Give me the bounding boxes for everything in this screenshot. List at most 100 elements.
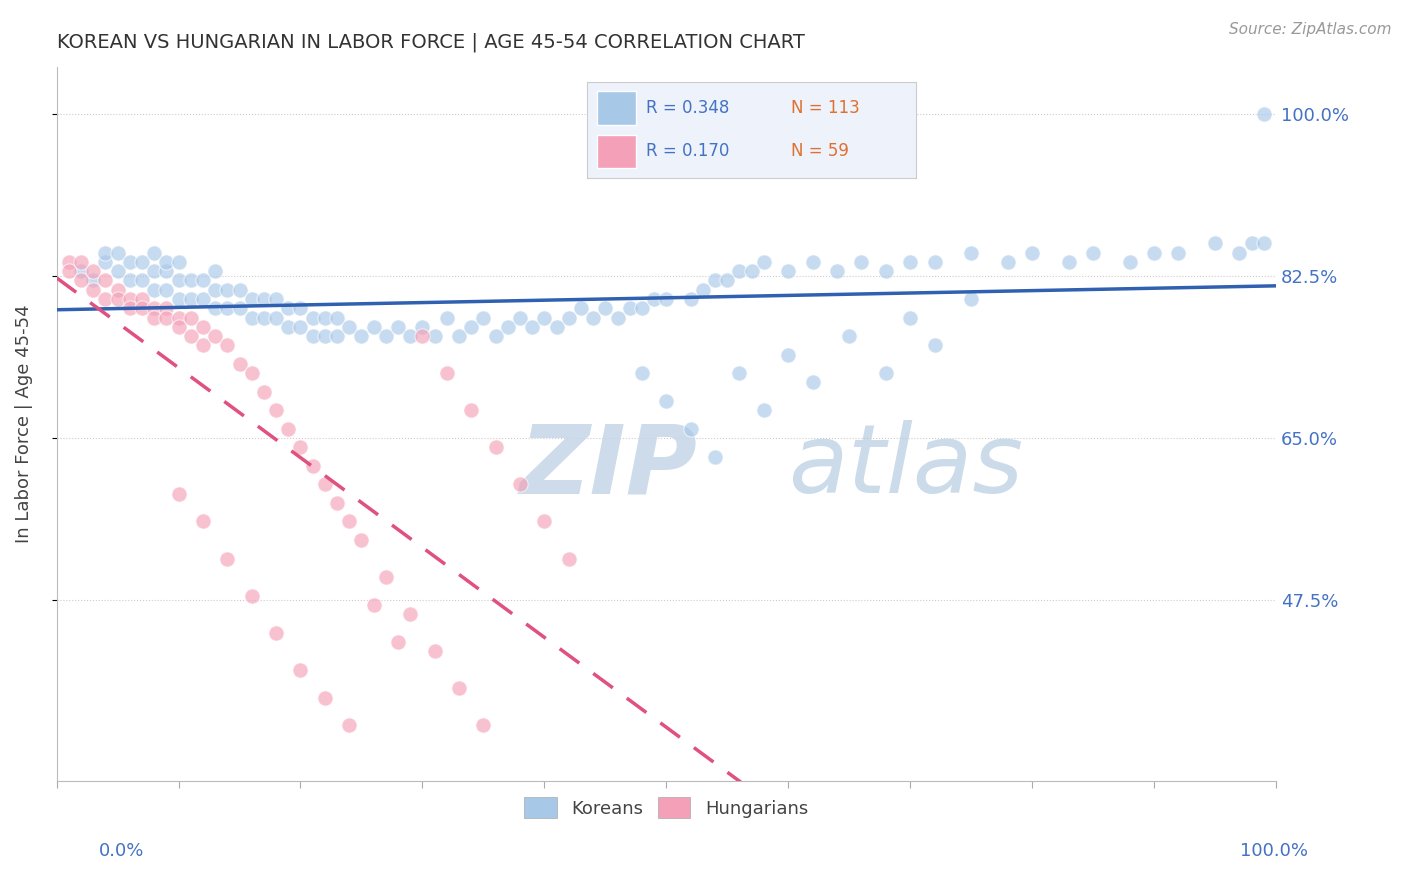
Point [509,310,531,325]
Point [752,255,775,269]
Point [107,245,129,260]
Point [290,319,312,334]
Point [631,301,654,316]
Point [363,598,385,612]
Point [350,533,373,547]
Point [143,310,166,325]
Point [167,292,190,306]
Point [94,273,117,287]
Point [411,319,433,334]
Text: 0.0%: 0.0% [98,842,143,860]
Point [436,366,458,380]
Point [337,515,360,529]
Point [326,329,349,343]
Point [960,245,983,260]
Point [533,515,555,529]
Point [204,283,226,297]
Point [301,310,323,325]
Point [167,255,190,269]
Point [898,255,921,269]
Point [411,329,433,343]
Point [399,607,422,622]
Point [460,319,482,334]
Point [167,310,190,325]
Text: KOREAN VS HUNGARIAN IN LABOR FORCE | AGE 45-54 CORRELATION CHART: KOREAN VS HUNGARIAN IN LABOR FORCE | AGE… [56,33,804,53]
Point [301,458,323,473]
Point [155,264,177,278]
Point [143,301,166,316]
Point [509,477,531,491]
Point [619,301,641,316]
Point [70,264,93,278]
Point [191,319,214,334]
Point [180,329,202,343]
Point [107,292,129,306]
Point [741,264,763,278]
Point [94,245,117,260]
Point [277,422,299,436]
Point [58,255,80,269]
Text: Source: ZipAtlas.com: Source: ZipAtlas.com [1229,22,1392,37]
Point [337,718,360,732]
Point [118,273,141,287]
Point [447,681,470,696]
Point [228,301,250,316]
Point [94,292,117,306]
Point [191,273,214,287]
Point [460,403,482,417]
Point [264,403,287,417]
Point [277,301,299,316]
Point [228,283,250,297]
Point [264,310,287,325]
Point [191,338,214,352]
Point [167,273,190,287]
Point [326,496,349,510]
Point [82,273,104,287]
Point [155,310,177,325]
Point [155,255,177,269]
Point [180,292,202,306]
Point [484,329,506,343]
Point [558,310,581,325]
Point [1227,245,1250,260]
Point [960,292,983,306]
Point [472,310,495,325]
Text: ZIP: ZIP [520,420,697,514]
Point [191,515,214,529]
Point [496,319,519,334]
Point [472,718,495,732]
Point [337,319,360,334]
Point [838,329,860,343]
Point [533,310,555,325]
Point [704,450,727,464]
Point [155,301,177,316]
Point [107,264,129,278]
Point [387,635,409,649]
Text: atlas: atlas [789,420,1024,514]
Point [70,273,93,287]
Point [131,301,153,316]
Point [436,310,458,325]
Point [264,292,287,306]
Point [997,255,1019,269]
Point [204,329,226,343]
Point [1143,245,1166,260]
Point [655,292,678,306]
Point [167,486,190,500]
Point [240,366,263,380]
Point [314,310,336,325]
Point [107,283,129,297]
Point [447,329,470,343]
Point [131,292,153,306]
Point [314,690,336,705]
Point [155,283,177,297]
Point [314,477,336,491]
Point [253,310,276,325]
Point [716,273,738,287]
Point [240,292,263,306]
Point [679,292,702,306]
Point [631,366,654,380]
Point [898,310,921,325]
Point [264,625,287,640]
Point [924,255,946,269]
